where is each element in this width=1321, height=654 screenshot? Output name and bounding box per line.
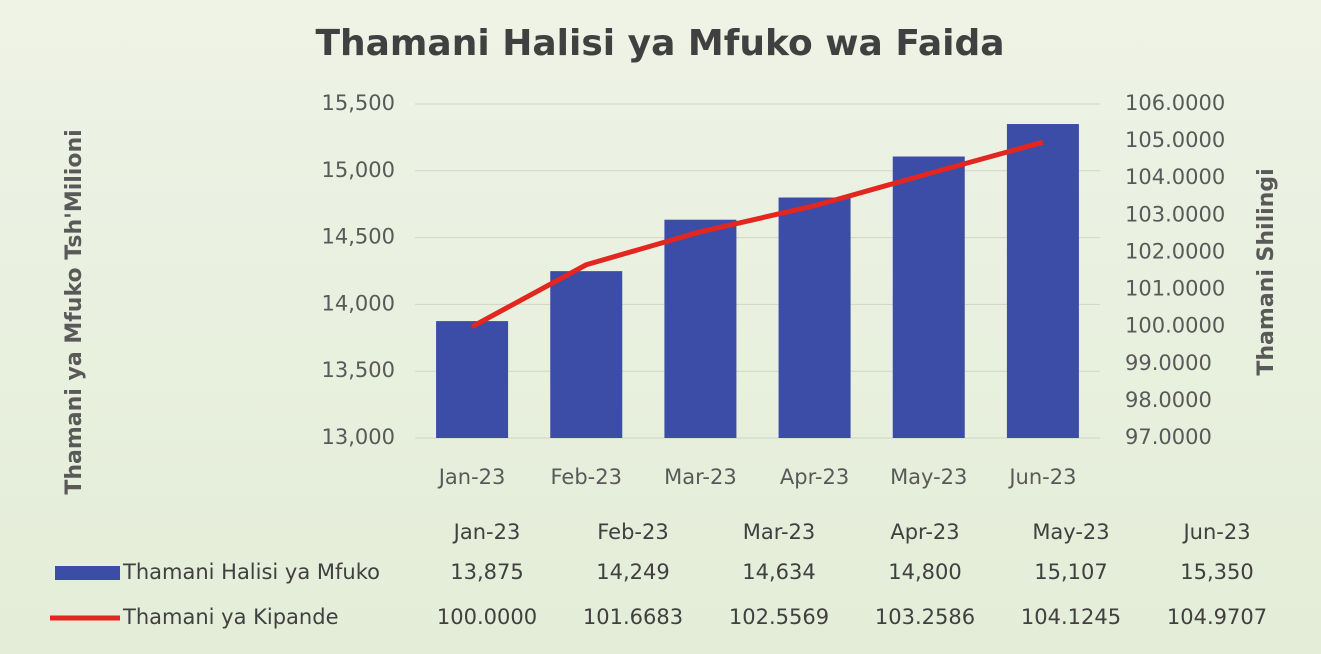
table-header: May-23 xyxy=(1032,520,1109,544)
x-tick-label: Apr-23 xyxy=(780,465,849,489)
bar xyxy=(1006,124,1079,438)
table-header: Mar-23 xyxy=(743,520,816,544)
bar xyxy=(892,156,965,438)
y-tick-label: 15,000 xyxy=(322,158,395,182)
y2-tick-label: 101.0000 xyxy=(1125,277,1225,301)
table-value: 14,800 xyxy=(888,560,961,584)
legend-swatch xyxy=(55,566,120,580)
y-tick-label: 14,500 xyxy=(322,225,395,249)
y2-tick-label: 98.0000 xyxy=(1125,388,1212,412)
table-value: 15,350 xyxy=(1180,560,1253,584)
y-tick-label: 14,000 xyxy=(322,291,395,315)
table-value: 14,249 xyxy=(596,560,669,584)
x-tick-label: Feb-23 xyxy=(551,465,622,489)
table-value: 101.6683 xyxy=(583,605,683,629)
y2-tick-label: 106.0000 xyxy=(1125,91,1225,115)
table-value: 104.1245 xyxy=(1021,605,1121,629)
y2-tick-label: 102.0000 xyxy=(1125,239,1225,263)
table-header: Feb-23 xyxy=(597,520,668,544)
x-tick-label: Jan-23 xyxy=(437,465,506,489)
y-tick-label: 13,500 xyxy=(322,358,395,382)
table-value: 102.5569 xyxy=(729,605,829,629)
chart-title: Thamani Halisi ya Mfuko wa Faida xyxy=(315,23,1004,64)
bar xyxy=(436,321,509,438)
table-header: Jan-23 xyxy=(452,520,521,544)
y2-tick-label: 97.0000 xyxy=(1125,425,1212,449)
y-tick-label: 15,500 xyxy=(322,91,395,115)
table-header: Apr-23 xyxy=(890,520,959,544)
table-value: 104.9707 xyxy=(1167,605,1267,629)
bar xyxy=(778,197,851,438)
table-value: 13,875 xyxy=(450,560,523,584)
table-value: 100.0000 xyxy=(437,605,537,629)
y2-axis-title: Thamani Shilingi xyxy=(1254,168,1279,375)
x-tick-label: Mar-23 xyxy=(664,465,737,489)
table-value: 15,107 xyxy=(1034,560,1107,584)
y-axis-title: Thamani ya Mfuko Tsh'Milioni xyxy=(62,129,87,494)
bar xyxy=(550,271,623,438)
y2-tick-label: 99.0000 xyxy=(1125,351,1212,375)
legend-label: Thamani Halisi ya Mfuko xyxy=(122,560,380,584)
table-value: 103.2586 xyxy=(875,605,975,629)
y2-tick-label: 100.0000 xyxy=(1125,314,1225,338)
legend-label: Thamani ya Kipande xyxy=(122,605,339,629)
table-header: Jun-23 xyxy=(1181,520,1250,544)
bar xyxy=(664,219,737,438)
y2-tick-label: 105.0000 xyxy=(1125,128,1225,152)
y-tick-label: 13,000 xyxy=(322,425,395,449)
table-value: 14,634 xyxy=(742,560,815,584)
x-tick-label: May-23 xyxy=(890,465,967,489)
line xyxy=(470,139,1044,329)
x-tick-label: Jun-23 xyxy=(1007,465,1076,489)
y2-tick-label: 103.0000 xyxy=(1125,202,1225,226)
y2-tick-label: 104.0000 xyxy=(1125,165,1225,189)
